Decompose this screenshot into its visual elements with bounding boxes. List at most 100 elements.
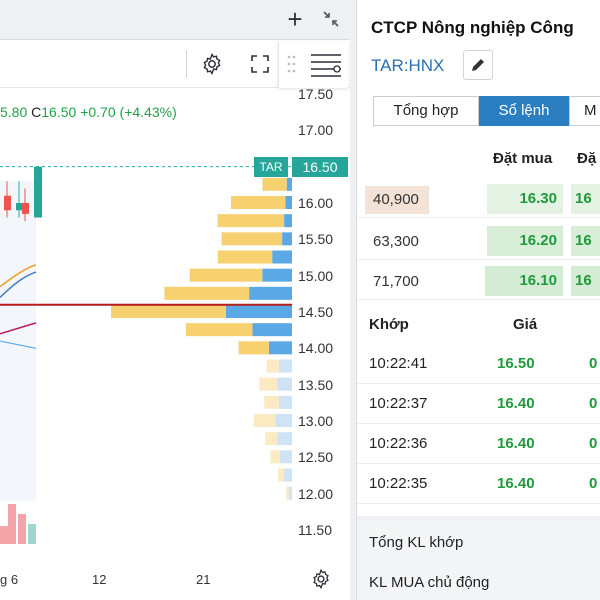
profile-buy-bar bbox=[238, 341, 269, 355]
volume-bar bbox=[28, 524, 36, 544]
fullscreen-icon[interactable] bbox=[248, 52, 272, 76]
price-chart[interactable] bbox=[0, 88, 292, 558]
orderbook-row[interactable]: 63,300 16.20 16 bbox=[357, 222, 600, 260]
drag-handle-icon[interactable] bbox=[287, 54, 297, 79]
profile-sell-bar bbox=[284, 468, 292, 482]
profile-sell-bar bbox=[286, 177, 292, 191]
trade-time: 10:22:36 bbox=[369, 435, 428, 452]
trade-volume: 0 bbox=[589, 475, 598, 492]
profile-buy-bar bbox=[230, 196, 286, 209]
change-value: +0.70 bbox=[80, 104, 116, 120]
chart-background bbox=[0, 181, 36, 501]
menu-lines-icon[interactable] bbox=[309, 50, 343, 85]
tab-orderbook[interactable]: Sổ lệnh bbox=[479, 96, 569, 126]
bid-price: 16.20 bbox=[487, 226, 563, 256]
profile-sell-bar bbox=[275, 414, 292, 427]
profile-sell-bar bbox=[288, 486, 292, 500]
profile-sell-bar bbox=[277, 377, 292, 391]
profile-buy-bar bbox=[185, 323, 253, 337]
candle-body bbox=[34, 166, 42, 218]
profile-sell-bar bbox=[268, 341, 292, 355]
profile-buy-bar bbox=[111, 305, 226, 318]
candle-body bbox=[22, 203, 29, 214]
profile-sell-bar bbox=[252, 323, 292, 337]
profile-buy-bar bbox=[221, 232, 283, 246]
profile-buy-bar bbox=[278, 468, 285, 482]
trade-time: 10:22:41 bbox=[369, 355, 428, 372]
bid-price: 16.10 bbox=[485, 266, 563, 296]
candle-body bbox=[16, 203, 23, 211]
profile-sell-bar bbox=[280, 450, 292, 464]
trade-time: 10:22:35 bbox=[369, 475, 428, 492]
collapse-icon[interactable] bbox=[320, 8, 342, 30]
profile-buy-bar bbox=[164, 286, 250, 300]
volume-bar bbox=[18, 514, 26, 544]
edit-pencil-icon[interactable] bbox=[463, 50, 493, 80]
profile-sell-bar bbox=[284, 214, 292, 228]
orderbook-row[interactable]: 40,900 16.30 16 bbox=[357, 180, 600, 218]
trade-price: 16.40 bbox=[497, 395, 535, 412]
trade-price: 16.40 bbox=[497, 475, 535, 492]
bid-price: 16.30 bbox=[487, 184, 563, 214]
volume-bar bbox=[0, 526, 8, 544]
chart-menu-box bbox=[278, 42, 348, 88]
toolbar-divider bbox=[186, 50, 187, 78]
price-axis-label: 17.50 bbox=[298, 86, 334, 102]
profile-sell-bar bbox=[278, 395, 292, 409]
trade-time-header: Khớp bbox=[369, 316, 409, 333]
bid-volume: 63,300 bbox=[373, 233, 419, 250]
ask-price: 16 bbox=[571, 226, 600, 256]
total-matched-label: Tổng KL khớp bbox=[369, 534, 464, 551]
ohlc-legend: 5.80 C16.50 +0.70 (+4.43%) bbox=[0, 104, 177, 122]
settings-gear-icon[interactable] bbox=[200, 52, 224, 76]
price-axis-label: 15.50 bbox=[298, 231, 334, 248]
trade-price: 16.40 bbox=[497, 435, 535, 452]
profile-buy-bar bbox=[189, 268, 263, 282]
price-axis-label: 14.00 bbox=[298, 340, 334, 357]
tab-more[interactable]: M bbox=[569, 96, 600, 126]
ma-line bbox=[0, 264, 37, 288]
ma-line bbox=[0, 271, 37, 299]
tab-summary[interactable]: Tổng hợp bbox=[373, 96, 479, 126]
price-axis-label: 11.50 bbox=[298, 522, 332, 538]
trade-row: 10:22:35 16.40 0 bbox=[357, 464, 600, 504]
axis-settings-gear-icon[interactable] bbox=[310, 568, 332, 595]
profile-buy-bar bbox=[217, 214, 285, 228]
quote-panel: CTCP Nông nghiệp Công TAR:HNX Tổng hợp S… bbox=[356, 0, 600, 600]
pane-divider[interactable] bbox=[350, 0, 356, 600]
price-axis: 17.50 17.00 16.50 16.00 15.50 15.00 14.50 14.00… bbox=[254, 86, 350, 558]
profile-sell-bar bbox=[226, 305, 292, 318]
profile-sell-bar bbox=[277, 432, 292, 446]
ask-header: Đặ bbox=[577, 150, 597, 167]
trade-price-header: Giá bbox=[513, 316, 538, 333]
ma-line bbox=[0, 322, 37, 335]
orderbook-header: Đặt mua Đặ bbox=[357, 150, 600, 172]
trade-summary: Tổng KL khớp KL MUA chủ động bbox=[357, 516, 600, 600]
profile-buy-bar bbox=[259, 377, 278, 391]
price-axis-label: 14.50 bbox=[298, 304, 334, 320]
trade-row: 10:22:37 16.40 0 bbox=[357, 384, 600, 424]
trade-volume: 0 bbox=[589, 395, 598, 412]
ticker-symbol: TAR:HNX bbox=[371, 56, 445, 75]
orderbook-row[interactable]: 71,700 16.10 16 bbox=[357, 262, 600, 300]
close-value: 16.50 bbox=[41, 104, 77, 120]
profile-sell-bar bbox=[249, 286, 292, 300]
ma-line bbox=[0, 340, 37, 349]
company-name: CTCP Nông nghiệp Công bbox=[371, 18, 574, 37]
trade-time: 10:22:37 bbox=[369, 395, 428, 412]
add-icon[interactable]: + bbox=[287, 4, 303, 34]
profile-buy-bar bbox=[266, 359, 279, 373]
trade-volume: 0 bbox=[589, 355, 598, 372]
bid-header: Đặt mua bbox=[493, 150, 553, 167]
trade-volume: 0 bbox=[589, 435, 598, 452]
time-label: 12 bbox=[92, 572, 107, 587]
profile-buy-bar bbox=[264, 395, 279, 409]
profile-buy-bar bbox=[265, 432, 278, 446]
close-label: C bbox=[31, 104, 42, 120]
time-label: g 6 bbox=[0, 572, 19, 587]
time-label: 21 bbox=[196, 572, 211, 587]
price-axis-label: 17.00 bbox=[298, 122, 334, 139]
trade-row: 10:22:41 16.50 0 bbox=[357, 344, 600, 384]
profile-buy-bar bbox=[217, 250, 273, 264]
ask-price: 16 bbox=[571, 184, 600, 214]
